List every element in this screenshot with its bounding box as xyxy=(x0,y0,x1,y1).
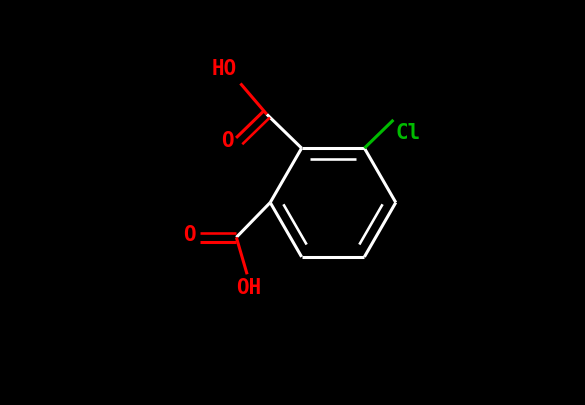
Text: O: O xyxy=(183,225,196,245)
Text: Cl: Cl xyxy=(395,123,421,143)
Text: O: O xyxy=(221,131,234,151)
Text: HO: HO xyxy=(211,60,236,79)
Text: OH: OH xyxy=(236,277,261,298)
